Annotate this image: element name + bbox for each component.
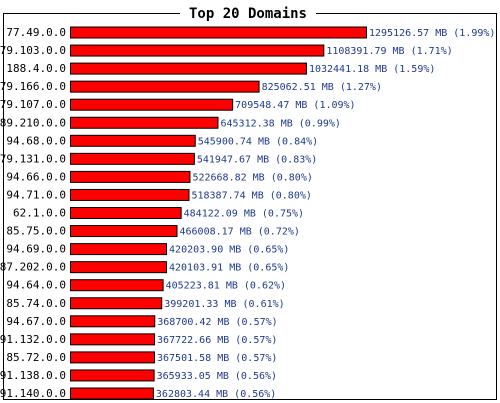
value-label: 645312.38 MB (0.99%) [220,118,340,129]
domain-bar [70,170,191,183]
domain-bar [70,351,155,364]
category-label: 85.75.0.0 [6,225,66,238]
value-label: 405223.81 MB (0.62%) [166,281,286,292]
domain-bar [70,98,234,111]
domain-bar [70,387,154,400]
domain-bar [70,116,219,129]
category-label: 91.132.0.0 [0,333,66,346]
category-label: 89.210.0.0 [0,116,66,129]
value-label: 709548.47 MB (1.09%) [235,100,355,111]
value-label: 541947.67 MB (0.83%) [197,154,317,165]
value-label: 420203.90 MB (0.65%) [169,245,289,256]
category-label: 94.71.0.0 [6,188,66,201]
category-label: 87.202.0.0 [0,261,66,274]
category-label: 79.107.0.0 [0,98,66,111]
domain-bar [70,80,260,93]
value-label: 362803.44 MB (0.56%) [156,389,276,400]
domain-bar [70,44,325,57]
domain-bar [70,62,307,75]
category-label: 94.69.0.0 [6,243,66,256]
category-label: 94.66.0.0 [6,170,66,183]
category-label: 94.68.0.0 [6,134,66,147]
category-label: 85.72.0.0 [6,351,66,364]
value-label: 420103.91 MB (0.65%) [169,263,289,274]
domain-bar [70,243,168,256]
value-label: 545900.74 MB (0.84%) [198,136,318,147]
bar-rows: 77.49.0.0 1295126.57 MB (1.99%) 79.103.0.0… [0,26,495,400]
chart-title: Top 20 Domains [189,6,307,22]
domain-bar [70,297,163,310]
category-label: 91.138.0.0 [0,369,66,382]
category-label: 62.1.0.0 [13,207,66,220]
domain-bar [70,188,190,201]
value-label: 367501.58 MB (0.57%) [157,353,277,364]
category-label: 79.103.0.0 [0,44,66,57]
value-label: 368700.42 MB (0.57%) [157,317,277,328]
value-label: 399201.33 MB (0.61%) [164,299,284,310]
domain-bar [70,315,156,328]
value-label: 825062.51 MB (1.27%) [262,82,382,93]
category-label: 94.67.0.0 [6,315,66,328]
value-label: 1295126.57 MB (1.99%) [369,28,495,39]
value-label: 367722.66 MB (0.57%) [157,335,277,346]
domain-bar [70,134,196,147]
value-label: 484122.09 MB (0.75%) [184,209,304,220]
domain-bar [70,152,195,165]
domain-bar [70,225,178,238]
domain-bar [70,333,156,346]
domain-bar [70,369,155,382]
value-label: 1032441.18 MB (1.59%) [309,64,435,75]
value-label: 518387.74 MB (0.80%) [191,190,311,201]
category-label: 94.64.0.0 [6,279,66,292]
category-label: 79.131.0.0 [0,152,66,165]
value-label: 466008.17 MB (0.72%) [180,227,300,238]
value-label: 365933.05 MB (0.56%) [157,371,277,382]
value-label: 1108391.79 MB (1.71%) [326,46,452,57]
category-label: 85.74.0.0 [6,297,66,310]
chart-title-background [180,4,316,22]
category-label: 91.140.0.0 [0,387,66,400]
category-label: 188.4.0.0 [6,62,66,75]
value-label: 522668.82 MB (0.80%) [192,172,312,183]
domain-bar [70,207,182,219]
domain-bar [70,261,168,274]
domain-bar [70,279,164,292]
domain-bar [70,26,367,39]
category-label: 77.49.0.0 [6,26,66,39]
category-label: 79.166.0.0 [0,80,66,93]
